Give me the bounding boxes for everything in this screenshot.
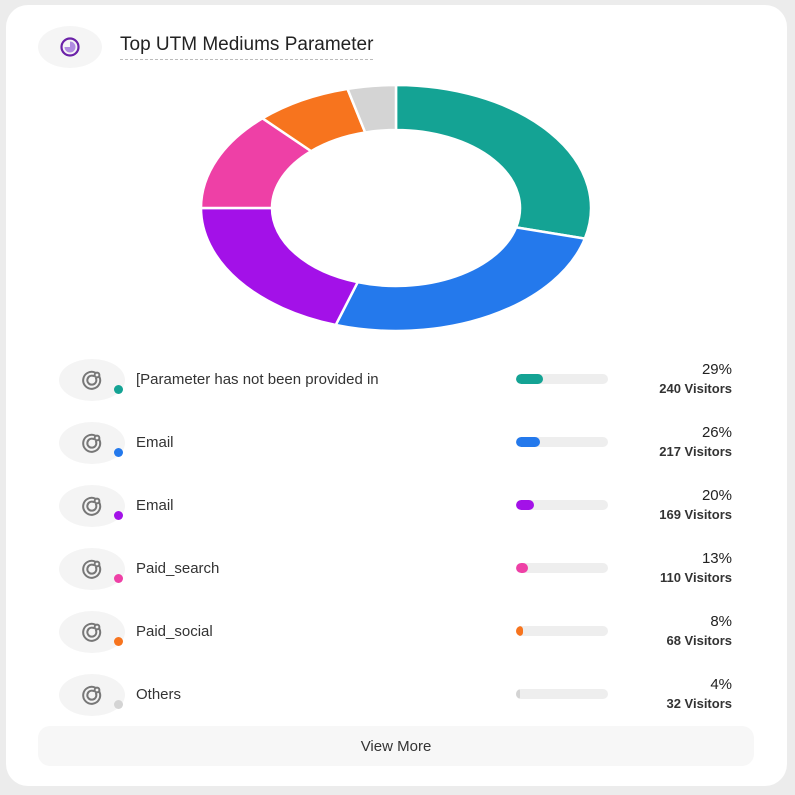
donut-slice[interactable] xyxy=(394,83,593,240)
target-icon xyxy=(82,433,102,453)
item-label: [Parameter has not been provided in xyxy=(136,371,379,388)
donut-slice[interactable] xyxy=(333,226,587,333)
item-percent: 4% xyxy=(710,676,732,693)
legend-dot xyxy=(114,700,123,709)
item-percent: 8% xyxy=(710,613,732,630)
item-visitors: 110 Visitors xyxy=(659,570,732,585)
item-percent: 29% xyxy=(701,361,732,378)
progress-bar xyxy=(516,626,608,636)
progress-fill xyxy=(516,689,520,699)
legend-dot xyxy=(114,637,123,646)
target-icon xyxy=(82,685,102,705)
list-item[interactable]: [Parameter has not been provided in 29% … xyxy=(0,359,795,423)
progress-fill xyxy=(516,500,535,510)
item-visitors: 240 Visitors xyxy=(659,381,732,396)
progress-fill xyxy=(516,374,543,384)
target-icon xyxy=(82,496,102,516)
item-visitors: 68 Visitors xyxy=(666,633,732,648)
list-item[interactable]: Email 20% 169 Visitors xyxy=(0,485,795,549)
progress-bar xyxy=(516,500,608,510)
pie-chart-icon xyxy=(60,37,80,57)
donut-slice[interactable] xyxy=(345,83,398,134)
list-item[interactable]: Paid_social 8% 68 Visitors xyxy=(0,611,795,675)
progress-bar xyxy=(516,437,608,447)
icon-badge xyxy=(59,548,125,590)
legend-dot xyxy=(114,574,123,583)
donut-slice[interactable] xyxy=(199,206,360,327)
list-item[interactable]: Paid_search 13% 110 Visitors xyxy=(0,548,795,612)
item-label: Paid_search xyxy=(136,560,220,577)
icon-badge xyxy=(59,359,125,401)
progress-bar xyxy=(516,374,608,384)
legend-dot xyxy=(114,448,123,457)
target-icon xyxy=(82,370,102,390)
item-visitors: 32 Visitors xyxy=(666,696,732,711)
progress-fill xyxy=(516,563,528,573)
item-label: Email xyxy=(136,434,174,451)
progress-bar xyxy=(516,689,608,699)
list-item[interactable]: Email 26% 217 Visitors xyxy=(0,422,795,486)
progress-bar xyxy=(516,563,608,573)
view-more-button[interactable]: View More xyxy=(38,726,754,766)
target-icon xyxy=(82,622,102,642)
legend-dot xyxy=(114,511,123,520)
target-icon xyxy=(82,559,102,579)
donut-chart xyxy=(199,83,593,333)
icon-badge xyxy=(59,611,125,653)
item-label: Others xyxy=(136,686,182,703)
list-item[interactable]: Others 4% 32 Visitors xyxy=(0,674,795,738)
icon-badge xyxy=(59,674,125,716)
utm-mediums-card xyxy=(6,5,787,786)
item-label: Paid_social xyxy=(136,623,213,640)
item-percent: 13% xyxy=(701,550,732,567)
progress-fill xyxy=(516,437,540,447)
icon-badge xyxy=(59,485,125,527)
item-visitors: 217 Visitors xyxy=(659,444,732,459)
card-title: Top UTM Mediums Parameter xyxy=(120,34,374,60)
progress-fill xyxy=(516,626,524,636)
item-visitors: 169 Visitors xyxy=(659,507,732,522)
item-label: Email xyxy=(136,497,174,514)
legend-dot xyxy=(114,385,123,394)
icon-badge xyxy=(59,422,125,464)
item-percent: 20% xyxy=(701,487,732,504)
item-percent: 26% xyxy=(701,424,732,441)
header-icon-badge xyxy=(38,26,102,68)
